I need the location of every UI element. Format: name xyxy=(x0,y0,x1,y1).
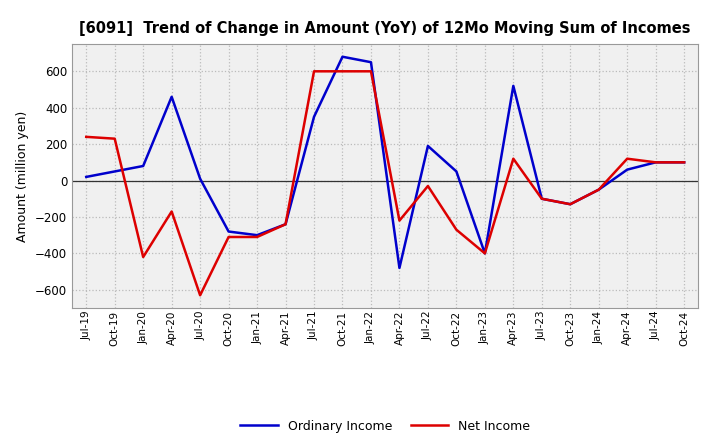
Net Income xyxy=(537,196,546,202)
Ordinary Income xyxy=(423,143,432,149)
Net Income xyxy=(680,160,688,165)
Net Income xyxy=(139,254,148,260)
Net Income xyxy=(225,235,233,240)
Ordinary Income xyxy=(139,163,148,169)
Net Income xyxy=(110,136,119,141)
Ordinary Income xyxy=(338,54,347,59)
Net Income xyxy=(338,69,347,74)
Line: Net Income: Net Income xyxy=(86,71,684,295)
Net Income xyxy=(282,222,290,227)
Ordinary Income xyxy=(366,59,375,65)
Ordinary Income xyxy=(509,83,518,88)
Ordinary Income xyxy=(395,265,404,271)
Title: [6091]  Trend of Change in Amount (YoY) of 12Mo Moving Sum of Incomes: [6091] Trend of Change in Amount (YoY) o… xyxy=(79,21,691,36)
Net Income xyxy=(423,183,432,189)
Ordinary Income xyxy=(680,160,688,165)
Net Income xyxy=(366,69,375,74)
Y-axis label: Amount (million yen): Amount (million yen) xyxy=(17,110,30,242)
Legend: Ordinary Income, Net Income: Ordinary Income, Net Income xyxy=(235,414,535,437)
Net Income xyxy=(253,235,261,240)
Net Income xyxy=(395,218,404,223)
Net Income xyxy=(167,209,176,214)
Line: Ordinary Income: Ordinary Income xyxy=(86,57,684,268)
Ordinary Income xyxy=(623,167,631,172)
Ordinary Income xyxy=(225,229,233,234)
Net Income xyxy=(310,69,318,74)
Ordinary Income xyxy=(480,251,489,256)
Ordinary Income xyxy=(566,202,575,207)
Ordinary Income xyxy=(110,169,119,174)
Net Income xyxy=(452,227,461,232)
Net Income xyxy=(82,134,91,139)
Ordinary Income xyxy=(253,232,261,238)
Net Income xyxy=(595,187,603,192)
Net Income xyxy=(196,293,204,298)
Net Income xyxy=(480,251,489,256)
Ordinary Income xyxy=(282,222,290,227)
Ordinary Income xyxy=(196,176,204,181)
Ordinary Income xyxy=(452,169,461,174)
Net Income xyxy=(566,202,575,207)
Ordinary Income xyxy=(537,196,546,202)
Ordinary Income xyxy=(595,187,603,192)
Ordinary Income xyxy=(82,174,91,180)
Net Income xyxy=(509,156,518,161)
Net Income xyxy=(652,160,660,165)
Ordinary Income xyxy=(167,94,176,99)
Ordinary Income xyxy=(310,114,318,120)
Net Income xyxy=(623,156,631,161)
Ordinary Income xyxy=(652,160,660,165)
